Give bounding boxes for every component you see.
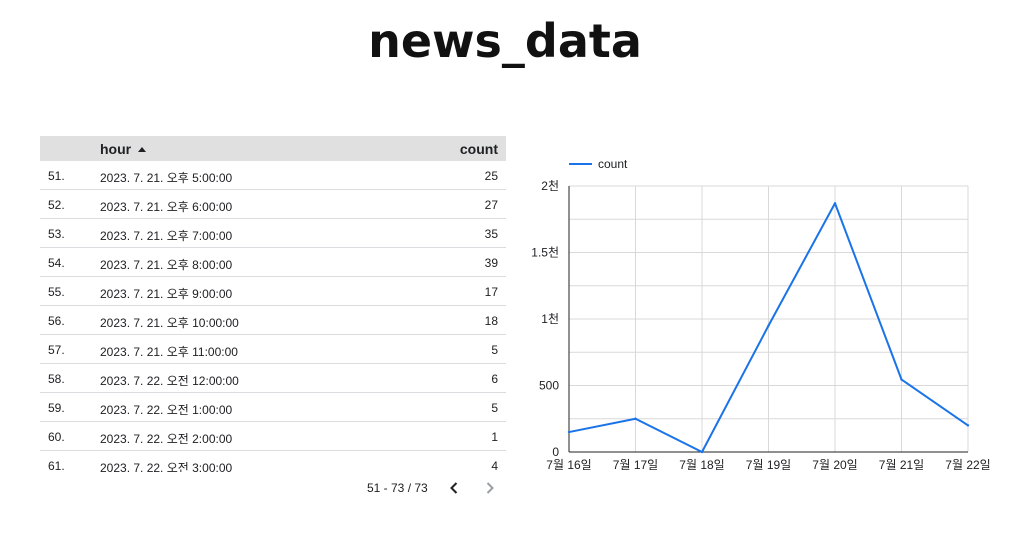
series-line-count [568, 202, 969, 453]
table-cell-index: 52. [48, 198, 65, 212]
table-row: 51. 2023. 7. 21. 오후 5:00:00 25 [40, 161, 506, 190]
table-cell-count: 5 [491, 343, 498, 357]
table-cell-hour: 2023. 7. 22. 오전 12:00:00 [100, 374, 239, 388]
data-point [900, 378, 903, 381]
table-cell-count: 27 [484, 198, 498, 212]
table-row: 60. 2023. 7. 22. 오전 2:00:00 1 [40, 422, 506, 451]
chevron-left-icon [450, 482, 458, 494]
table-cell-count: 6 [491, 372, 498, 386]
next-page-button[interactable] [480, 478, 500, 498]
table-row: 55. 2023. 7. 21. 오후 9:00:00 17 [40, 277, 506, 306]
x-tick-label: 7월 19일 [746, 458, 791, 472]
table-cell-index: 55. [48, 285, 65, 299]
column-header-hour[interactable]: hour [100, 141, 147, 157]
y-tick-label: 1천 [541, 311, 559, 326]
data-point [833, 202, 837, 205]
data-point [767, 324, 770, 327]
table-cell-hour: 2023. 7. 21. 오후 9:00:00 [100, 287, 233, 301]
table-row: 56. 2023. 7. 21. 오후 10:00:00 18 [40, 306, 506, 335]
y-tick-label: 2천 [541, 178, 559, 193]
data-table: hour count 51. 2023. 7. 21. 오후 5:00:00 25 5… [40, 136, 506, 472]
table-cell-count: 35 [484, 227, 498, 241]
page-range: 51 - 73 / 73 [367, 481, 428, 495]
page-title: news_data [368, 14, 642, 68]
y-tick-label: 1.5천 [531, 245, 559, 260]
table-cell-index: 53. [48, 227, 65, 241]
table-cell-hour: 2023. 7. 22. 오전 1:00:00 [100, 403, 233, 417]
x-tick-label: 7월 18일 [679, 458, 724, 472]
table-cell-count: 25 [484, 169, 498, 183]
table-cell-hour: 2023. 7. 21. 오후 5:00:00 [100, 171, 233, 185]
data-point [700, 450, 704, 454]
data-point [634, 417, 637, 420]
table-cell-hour: 2023. 7. 22. 오전 3:00:00 [100, 461, 233, 472]
pagination: 51 - 73 / 73 [340, 478, 506, 500]
y-tick-label: 500 [539, 379, 559, 393]
table-cell-index: 61. [48, 459, 65, 472]
table-body: 51. 2023. 7. 21. 오후 5:00:00 25 52. 2023. 7. … [40, 161, 506, 472]
table-cell-index: 56. [48, 314, 65, 328]
table-row: 59. 2023. 7. 22. 오전 1:00:00 5 [40, 393, 506, 422]
table-cell-hour: 2023. 7. 22. 오전 2:00:00 [100, 432, 233, 446]
table-cell-index: 54. [48, 256, 65, 270]
table-row: 61. 2023. 7. 22. 오전 3:00:00 4 [40, 451, 506, 472]
sort-ascending-icon [138, 147, 147, 152]
table-row: 57. 2023. 7. 21. 오후 11:00:00 5 [40, 335, 506, 364]
table-cell-index: 59. [48, 401, 65, 415]
table-cell-count: 4 [491, 459, 498, 472]
chevron-right-icon [486, 482, 494, 494]
table-cell-index: 58. [48, 372, 65, 386]
table-cell-hour: 2023. 7. 21. 오후 7:00:00 [100, 229, 233, 243]
table-cell-count: 5 [491, 401, 498, 415]
y-tick-label: 0 [552, 445, 559, 459]
table-cell-count: 39 [484, 256, 498, 270]
data-point [966, 424, 970, 427]
data-point [567, 430, 571, 434]
x-tick-label: 7월 22일 [945, 458, 990, 472]
table-cell-count: 18 [484, 314, 498, 328]
x-tick-label: 7월 17일 [613, 458, 658, 472]
x-tick-label: 7월 21일 [879, 458, 924, 472]
table-cell-hour: 2023. 7. 21. 오후 11:00:00 [100, 345, 238, 359]
table-row: 58. 2023. 7. 22. 오전 12:00:00 6 [40, 364, 506, 393]
table-cell-hour: 2023. 7. 21. 오후 8:00:00 [100, 258, 233, 272]
table-cell-index: 51. [48, 169, 65, 183]
table-cell-hour: 2023. 7. 21. 오후 10:00:00 [100, 316, 239, 330]
table-row: 53. 2023. 7. 21. 오후 7:00:00 35 [40, 219, 506, 248]
table-cell-index: 60. [48, 430, 65, 444]
table-row: 54. 2023. 7. 21. 오후 8:00:00 39 [40, 248, 506, 277]
legend-label: count [598, 157, 628, 171]
table-cell-index: 57. [48, 343, 65, 357]
x-tick-label: 7월 16일 [546, 458, 591, 472]
prev-page-button[interactable] [444, 478, 464, 498]
table-cell-count: 1 [491, 430, 498, 444]
table-cell-hour: 2023. 7. 21. 오후 6:00:00 [100, 200, 233, 214]
table-cell-count: 17 [484, 285, 498, 299]
table-header: hour count [40, 136, 506, 161]
x-tick-label: 7월 20일 [812, 458, 857, 472]
table-row: 52. 2023. 7. 21. 오후 6:00:00 27 [40, 190, 506, 219]
column-header-hour-label: hour [100, 141, 132, 157]
column-header-count[interactable]: count [459, 141, 498, 157]
